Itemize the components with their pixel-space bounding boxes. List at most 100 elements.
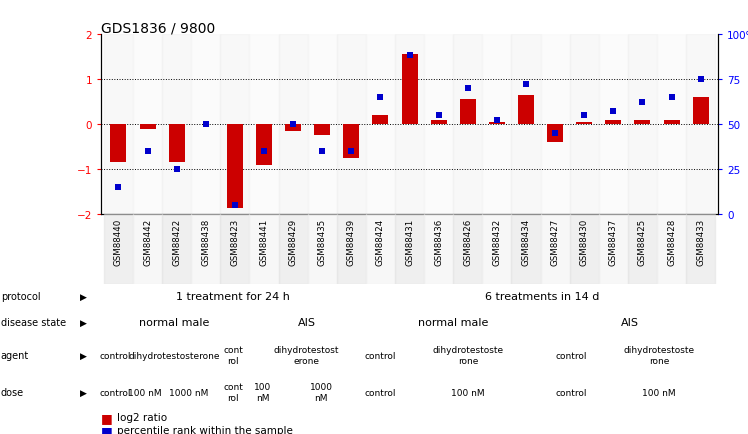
Bar [605,120,622,125]
Bar [693,98,708,125]
Text: cont
rol: cont rol [224,345,243,365]
Bar [249,215,278,284]
Text: cont
rol: cont rol [224,382,243,402]
Bar [460,100,476,125]
Text: ▶: ▶ [80,388,87,397]
Text: 100 nM: 100 nM [452,388,485,397]
Text: GSM88442: GSM88442 [143,218,152,266]
Text: dihydrotestost
erone: dihydrotestost erone [274,345,340,365]
Bar [337,35,366,215]
Bar [663,120,679,125]
Text: GSM88427: GSM88427 [551,218,560,266]
Text: ■: ■ [101,424,113,434]
Bar [657,215,686,284]
Text: dihydrotestoste
rone: dihydrotestoste rone [624,345,695,365]
Text: 100
nM: 100 nM [254,382,272,402]
Bar [343,125,359,158]
Text: percentile rank within the sample: percentile rank within the sample [117,425,293,434]
Text: normal male: normal male [418,318,488,328]
Bar [598,215,628,284]
Bar [256,125,272,165]
Text: control: control [556,351,587,360]
Text: GSM88422: GSM88422 [172,218,181,266]
Bar [547,125,563,143]
Text: 1000 nM: 1000 nM [170,388,209,397]
Text: ▶: ▶ [80,351,87,360]
Text: 1000
nM: 1000 nM [310,382,333,402]
Text: GDS1836 / 9800: GDS1836 / 9800 [101,22,215,36]
Bar [489,122,505,125]
Bar [227,125,243,208]
Text: GSM88435: GSM88435 [318,218,327,266]
Bar [570,35,598,215]
Text: GSM88432: GSM88432 [492,218,501,266]
Bar [307,35,337,215]
Text: GSM88431: GSM88431 [405,218,414,266]
Text: GSM88439: GSM88439 [347,218,356,265]
Bar [373,116,388,125]
Bar [431,120,447,125]
Bar [541,215,570,284]
Bar [104,35,133,215]
Bar [395,35,424,215]
Text: GSM88424: GSM88424 [376,218,385,266]
Bar [221,215,249,284]
Text: ▶: ▶ [80,292,87,301]
Text: log2 ratio: log2 ratio [117,412,168,422]
Text: control: control [100,351,132,360]
Text: normal male: normal male [139,318,209,328]
Text: 6 treatments in 14 d: 6 treatments in 14 d [485,292,599,302]
Text: control: control [556,388,587,397]
Bar [634,120,651,125]
Bar [453,215,482,284]
Text: 100 nM: 100 nM [128,388,162,397]
Text: GSM88428: GSM88428 [667,218,676,266]
Text: GSM88425: GSM88425 [638,218,647,266]
Text: control: control [364,351,396,360]
Text: GSM88434: GSM88434 [521,218,530,266]
Bar [686,35,715,215]
Bar [168,125,185,163]
Bar [482,215,512,284]
Text: dose: dose [1,387,24,397]
Text: control: control [364,388,396,397]
Text: GSM88430: GSM88430 [580,218,589,266]
Bar [395,215,424,284]
Bar [104,215,133,284]
Bar [285,125,301,132]
Bar [576,122,592,125]
Text: dihydrotestosterone: dihydrotestosterone [129,351,220,360]
Text: AIS: AIS [621,318,639,328]
Bar [482,35,512,215]
Text: GSM88433: GSM88433 [696,218,705,266]
Text: 100 nM: 100 nM [643,388,676,397]
Bar [598,35,628,215]
Text: AIS: AIS [298,318,316,328]
Bar [307,215,337,284]
Text: ■: ■ [101,411,113,424]
Bar [162,215,191,284]
Bar [366,215,395,284]
Bar [278,215,307,284]
Bar [314,125,330,136]
Bar [628,215,657,284]
Text: control: control [100,388,132,397]
Bar [140,125,156,129]
Bar [366,35,395,215]
Bar [133,35,162,215]
Bar [541,35,570,215]
Text: GSM88437: GSM88437 [609,218,618,266]
Text: GSM88426: GSM88426 [463,218,472,266]
Bar [162,35,191,215]
Text: GSM88429: GSM88429 [289,218,298,265]
Bar [628,35,657,215]
Bar [657,35,686,215]
Text: GSM88441: GSM88441 [260,218,269,266]
Bar [278,35,307,215]
Bar [191,35,221,215]
Bar [686,215,715,284]
Text: GSM88436: GSM88436 [434,218,443,266]
Bar [570,215,598,284]
Bar [133,215,162,284]
Text: disease state: disease state [1,318,66,328]
